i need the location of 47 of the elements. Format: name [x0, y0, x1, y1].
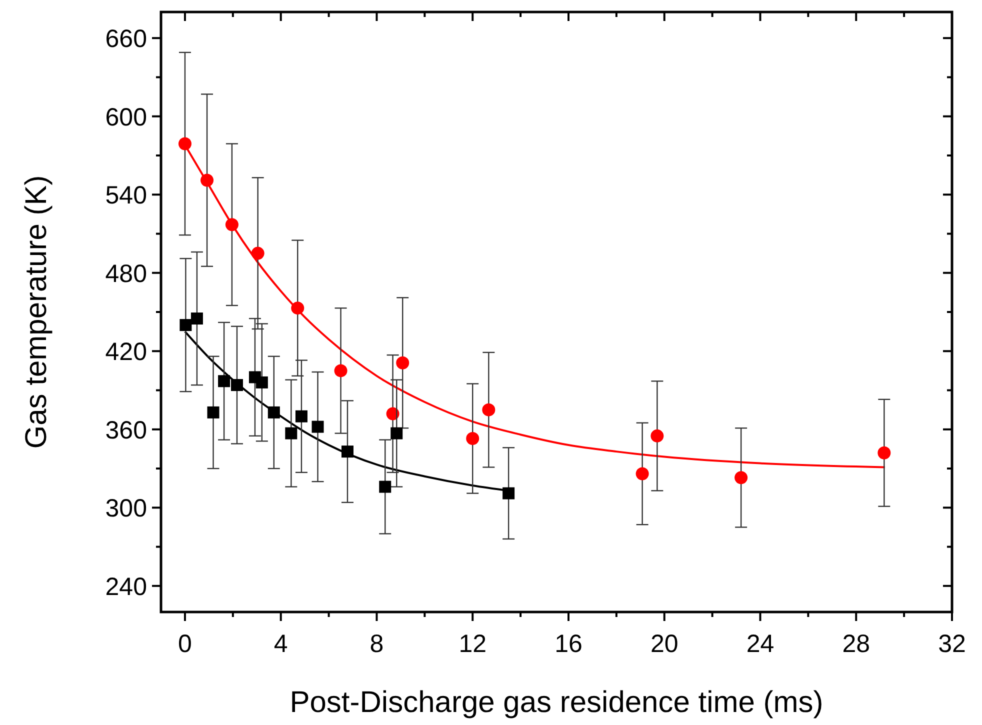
y-tick-label: 300: [105, 494, 147, 523]
y-tick-label: 600: [105, 103, 147, 132]
x-tick-label: 24: [746, 630, 774, 658]
point: [180, 319, 192, 332]
point: [379, 480, 392, 493]
point: [207, 406, 220, 418]
x-tick-label: 16: [554, 630, 582, 658]
point: [285, 427, 298, 440]
x-tick-label: 20: [650, 630, 678, 658]
y-tick-label: 240: [105, 572, 147, 601]
point: [230, 379, 243, 392]
point: [482, 403, 496, 416]
point: [386, 407, 400, 420]
point: [291, 302, 304, 315]
point: [268, 406, 280, 418]
x-tick-label: 12: [458, 630, 487, 658]
point: [225, 218, 238, 232]
point: [878, 446, 891, 460]
y-tick-label: 480: [105, 260, 147, 288]
point: [466, 432, 480, 446]
point: [256, 376, 268, 388]
x-tick-label: 28: [842, 630, 870, 658]
point: [218, 375, 230, 388]
point: [502, 487, 515, 500]
point: [390, 427, 403, 440]
point: [295, 410, 308, 422]
x-tick-label: 8: [370, 630, 384, 658]
y-axis-title: Gas temperature (K): [20, 175, 53, 449]
point: [312, 420, 324, 433]
y-tick-label: 360: [105, 416, 147, 444]
point: [190, 312, 203, 325]
point: [734, 471, 748, 484]
point: [341, 446, 354, 458]
x-tick-label: 4: [274, 630, 288, 658]
x-tick-label: 32: [938, 630, 966, 658]
point: [178, 137, 192, 150]
point: [200, 174, 214, 187]
point: [251, 246, 264, 260]
point: [650, 429, 664, 442]
x-tick-label: 0: [178, 630, 192, 658]
point: [636, 467, 649, 480]
x-axis-title: Post-Discharge gas residence time (ms): [290, 686, 824, 719]
y-tick-label: 540: [105, 182, 147, 210]
point: [334, 364, 348, 378]
point: [396, 356, 410, 370]
y-tick-label: 420: [105, 338, 147, 366]
y-tick-label: 660: [105, 25, 147, 54]
